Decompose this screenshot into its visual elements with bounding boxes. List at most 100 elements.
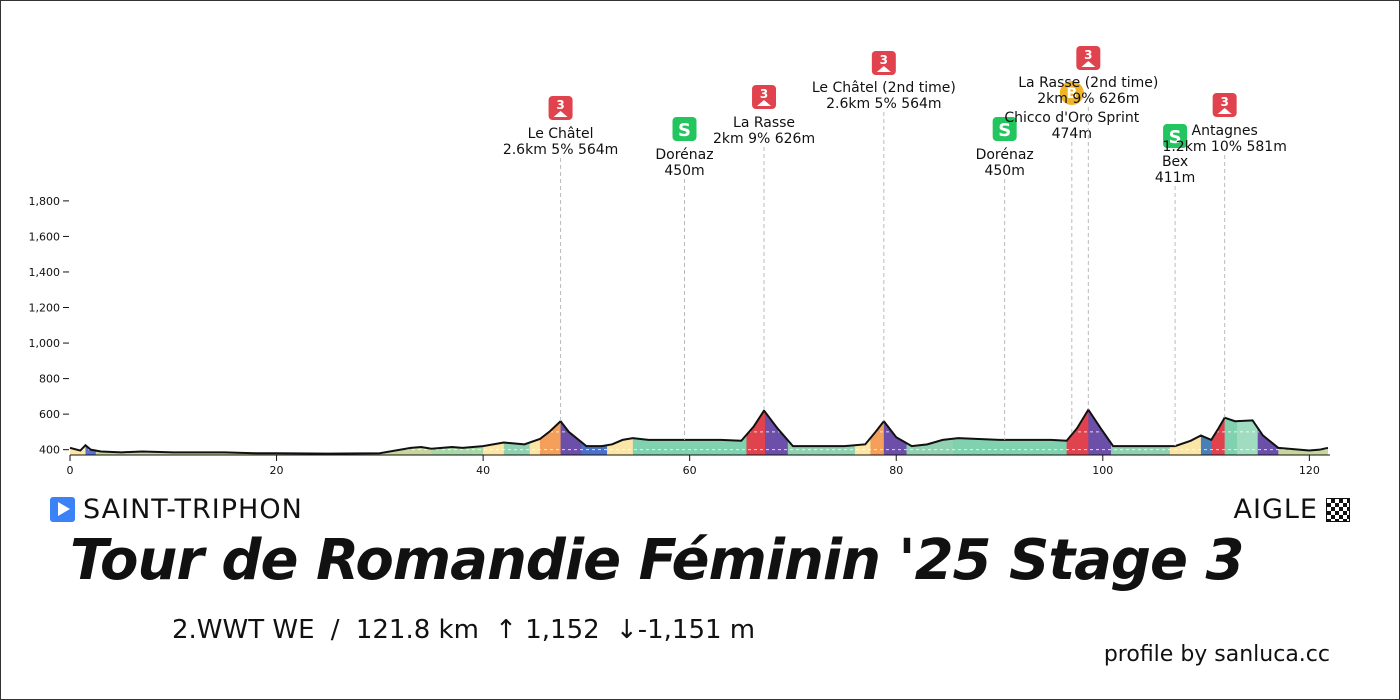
- poi-label-3-1: 2.6km 5% 564m: [826, 96, 941, 112]
- poi-label-5-0: Chicco d'Oro Sprint: [1004, 110, 1139, 126]
- x-tick-label-120: 120: [1299, 464, 1320, 477]
- climb-badge-3: [871, 51, 896, 75]
- gradient-segment-10: [607, 409, 634, 455]
- climb-badge-8: [1212, 93, 1237, 117]
- poi-label-1-0: Dorénaz: [655, 147, 713, 163]
- gradient-segment-7: [539, 409, 562, 455]
- gradient-segment-25: [1211, 409, 1226, 455]
- climb-badge-6: [1076, 46, 1101, 70]
- poi-label-7-0: Bex: [1162, 154, 1188, 170]
- gradient-segment-1: [85, 409, 97, 455]
- bonus-badge-letter-5: B: [1066, 86, 1077, 102]
- total-ascent: ↑ 1,152: [495, 615, 600, 645]
- poi-label-0-0: Le Châtel: [528, 126, 594, 142]
- poi-label-0-1: 2.6km 5% 564m: [503, 142, 618, 158]
- play-icon: [50, 497, 75, 522]
- gradient-segment-26: [1224, 409, 1238, 455]
- poi-label-5-1: 474m: [1052, 126, 1092, 142]
- stage-stats: 2.WWT WE / 121.8 km ↑ 1,152 ↓-1,151 m: [172, 615, 763, 645]
- sprint-badge-7: [1163, 124, 1188, 148]
- gradient-segment-27: [1237, 409, 1259, 455]
- sprint-badge-1: [672, 117, 697, 141]
- gradient-segment-22: [1111, 409, 1171, 455]
- stage-distance: 121.8 km: [355, 615, 479, 645]
- gradient-segment-8: [560, 409, 582, 455]
- poi-label-3-0: Le Châtel (2nd time): [812, 80, 956, 96]
- gradient-segment-17: [883, 409, 908, 455]
- x-tick-label-60: 60: [683, 464, 697, 477]
- climb-badge-0: [548, 96, 573, 120]
- profile-credit: profile by sanluca.cc: [1103, 642, 1330, 667]
- gradient-segment-18: [906, 409, 954, 455]
- poi-label-4-1: 450m: [984, 163, 1024, 179]
- gradient-segment-21: [1088, 409, 1112, 455]
- poi-label-6-0: La Rasse (2nd time): [1018, 75, 1158, 91]
- sprint-badge-letter-7: S: [1169, 127, 1182, 148]
- gradient-segment-28: [1257, 409, 1279, 455]
- climb-category-3: 3: [880, 53, 888, 67]
- start-place-name: SAINT-TRIPHON: [83, 494, 303, 525]
- finish-place-name: AIGLE: [1233, 494, 1318, 525]
- x-tick-label-0: 0: [67, 464, 74, 477]
- race-category: 2.WWT WE: [172, 615, 315, 645]
- poi-label-2-1: 2km 9% 626m: [713, 131, 815, 147]
- poi-label-4-0: Dorénaz: [976, 147, 1034, 163]
- profile-fill-group: [70, 409, 1328, 455]
- gradient-segment-13: [765, 409, 789, 455]
- gradient-segment-5: [503, 409, 531, 455]
- profile-outline: [69, 407, 1329, 455]
- sprint-badge-4: [992, 117, 1017, 141]
- mountain-icon-3: [876, 66, 891, 72]
- sprint-badge-letter-4: S: [998, 120, 1011, 141]
- poi-label-7-1: 411m: [1155, 170, 1195, 186]
- checkered-flag-icon: [1326, 497, 1350, 522]
- bonus-sprint-badge-5: [1059, 81, 1084, 105]
- climb-category-8: 3: [1220, 95, 1228, 109]
- gradient-segment-3: [431, 409, 484, 455]
- climb-category-2: 3: [760, 87, 768, 101]
- poi-label-6-1: 2km 9% 626m: [1037, 91, 1139, 107]
- start-location: SAINT-TRIPHON: [50, 494, 303, 525]
- gradient-segment-6: [529, 409, 541, 455]
- y-tick-label-1200: 1,200: [29, 302, 61, 315]
- stats-separator: /: [330, 615, 340, 645]
- gradient-segment-2: [95, 409, 432, 455]
- gradient-segment-15: [854, 409, 871, 455]
- y-tick-label-800: 800: [39, 373, 60, 386]
- poi-label-8-0: Antagnes: [1192, 123, 1258, 139]
- gradient-segment-0: [70, 409, 86, 455]
- stage-title: Tour de Romandie Féminin '25 Stage 3: [70, 528, 1244, 593]
- gradient-segment-19: [953, 409, 1068, 455]
- climb-badge-2: [752, 85, 777, 109]
- poi-label-1-1: 450m: [664, 163, 704, 179]
- gradient-segment-16: [870, 409, 885, 455]
- gradient-segment-24: [1200, 409, 1212, 455]
- x-tick-label-100: 100: [1092, 464, 1113, 477]
- gradient-segment-11: [632, 409, 747, 455]
- y-tick-label-600: 600: [39, 408, 60, 421]
- gradient-segment-4: [483, 409, 505, 455]
- y-tick-label-1400: 1,400: [29, 266, 61, 279]
- y-tick-label-1800: 1,800: [29, 195, 61, 208]
- finish-location: AIGLE: [1234, 494, 1350, 525]
- poi-label-2-0: La Rasse: [733, 115, 795, 131]
- y-tick-label-1000: 1,000: [29, 337, 61, 350]
- gradient-segment-29: [1278, 409, 1328, 455]
- mountain-icon-8: [1217, 108, 1232, 114]
- gradient-segment-9: [581, 409, 608, 455]
- gradient-segment-14: [787, 409, 856, 455]
- y-tick-label-400: 400: [39, 444, 60, 457]
- mountain-icon-6: [1081, 61, 1096, 67]
- x-tick-label-20: 20: [270, 464, 284, 477]
- x-tick-label-40: 40: [476, 464, 490, 477]
- total-descent: ↓-1,151 m: [615, 615, 756, 645]
- mountain-icon-2: [757, 100, 772, 106]
- mountain-icon-0: [553, 111, 568, 117]
- elevation-profile-chart: 0 20 40 60 80 100 120 400 600 800 1,000 1,200 1,400 1…: [29, 46, 1330, 477]
- sprint-badge-letter-1: S: [678, 120, 691, 141]
- climb-category-6: 3: [1084, 48, 1092, 62]
- poi-label-8-1: 1.2km 10% 581m: [1162, 139, 1286, 155]
- climb-category-0: 3: [556, 98, 564, 112]
- y-tick-label-1600: 1,600: [29, 230, 61, 243]
- x-tick-label-80: 80: [889, 464, 903, 477]
